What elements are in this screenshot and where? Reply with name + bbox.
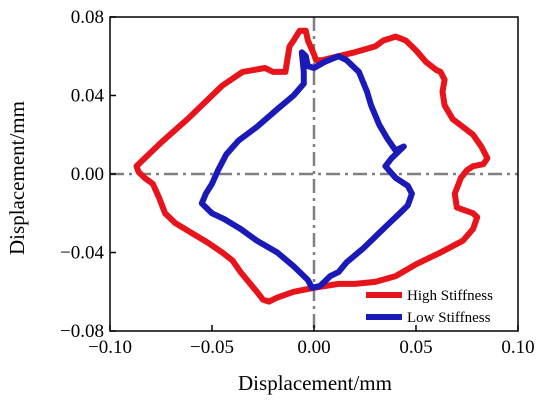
y-tick-label: 0.00 (71, 164, 104, 185)
legend-label-low-stiffness: Low Stiffness (407, 310, 491, 326)
series-line-high-stiffness (133, 27, 491, 305)
x-tick-label: 0.00 (297, 337, 330, 358)
x-tick-label: 0.05 (399, 337, 432, 358)
legend: High Stiffness Low Stiffness (366, 288, 493, 326)
data-layer (110, 17, 518, 331)
legend-label-high-stiffness: High Stiffness (407, 288, 493, 304)
x-tick-label: −0.05 (190, 337, 234, 358)
y-tick-label: −0.04 (60, 243, 104, 264)
tick-layer: −0.10 −0.05 0.00 0.05 0.10 −0.08 −0.04 0.00 0.04… (60, 7, 535, 358)
series-line-low-stiffness (198, 49, 415, 291)
y-tick-label: −0.08 (60, 321, 104, 342)
x-axis-title: Displacement/mm (238, 371, 392, 395)
x-tick-label: 0.10 (501, 337, 534, 358)
x-tick-label: −0.10 (88, 337, 132, 358)
y-tick-label: 0.04 (71, 86, 105, 107)
y-tick-label: 0.08 (71, 7, 104, 28)
y-axis-title: Displacement/mm (5, 101, 29, 255)
